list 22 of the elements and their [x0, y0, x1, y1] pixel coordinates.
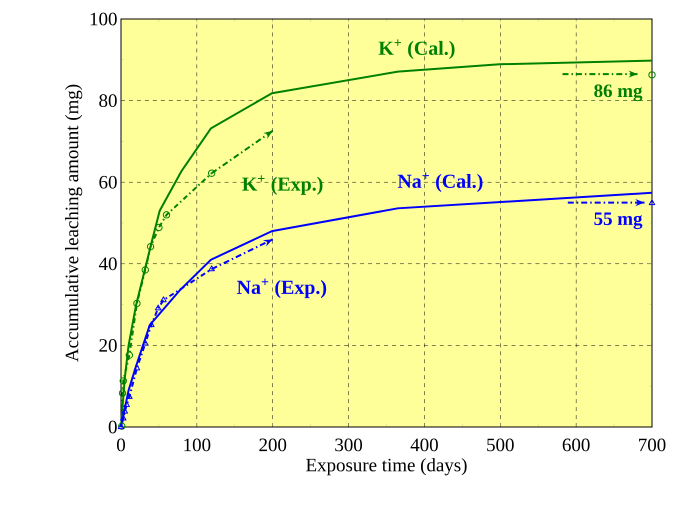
y-tick-label: 80	[99, 94, 117, 107]
x-tick-label: 600	[562, 438, 590, 452]
y-tick-label: 60	[99, 176, 117, 189]
x-tick-label: 300	[335, 438, 362, 452]
x-tick-label: 400	[410, 438, 438, 452]
series-label: K$^{+}$ (Cal.)	[378, 39, 455, 59]
x-tick-label: 200	[259, 438, 286, 452]
y-axis-title: Accumulative leaching amount (mg)	[65, 84, 82, 362]
series-label: Na$^{+}$ (Cal.)	[398, 172, 482, 192]
x-tick-label: 0	[116, 438, 125, 452]
series-label: K$^{+}$ (Exp.)	[242, 175, 322, 195]
y-tick-label: 40	[98, 257, 117, 270]
y-tick-label: 20	[99, 339, 117, 352]
series-label: Na$^{+}$ (Exp.)	[237, 278, 326, 298]
x-tick-label: 700	[639, 438, 666, 452]
y-tick-label: 0	[108, 420, 117, 434]
y-tick-label: 100	[90, 12, 117, 26]
x-axis-title: Exposure time (days)	[306, 458, 467, 476]
annotation: 86 mg	[594, 84, 642, 102]
x-tick-label: 500	[487, 438, 514, 452]
annotation: 55 mg	[594, 212, 642, 230]
x-tick-label: 100	[184, 438, 210, 452]
